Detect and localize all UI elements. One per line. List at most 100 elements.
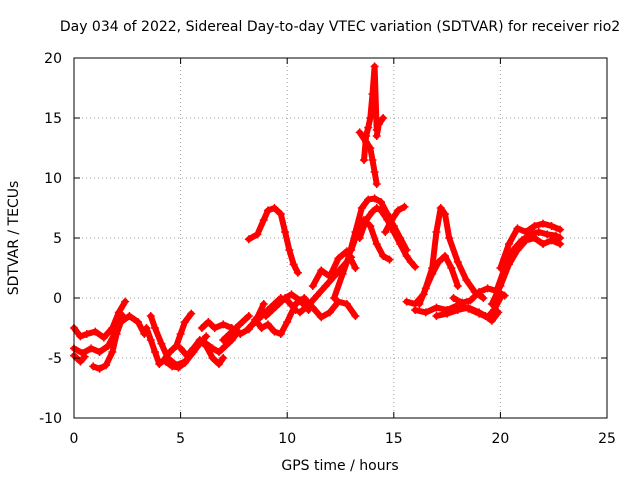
y-tick-label: 20 bbox=[44, 51, 62, 67]
data-point bbox=[157, 339, 166, 348]
data-point bbox=[251, 315, 260, 324]
data-point bbox=[121, 297, 130, 306]
data-point bbox=[551, 231, 560, 240]
x-tick-label: 0 bbox=[70, 431, 79, 447]
data-point bbox=[372, 180, 381, 188]
chart-title: Day 034 of 2022, Sidereal Day-to-day VTE… bbox=[60, 19, 620, 35]
data-point bbox=[274, 300, 283, 308]
data-point bbox=[466, 296, 475, 305]
data-point bbox=[293, 268, 302, 277]
data-point bbox=[99, 333, 108, 342]
data-point bbox=[225, 330, 234, 338]
data-point bbox=[479, 294, 488, 302]
data-point bbox=[300, 294, 309, 302]
data-point bbox=[396, 240, 405, 248]
data-point bbox=[276, 330, 285, 338]
data-point bbox=[453, 306, 462, 314]
data-point bbox=[76, 332, 85, 341]
data-point bbox=[176, 330, 185, 338]
data-point bbox=[161, 357, 170, 366]
data-point bbox=[513, 224, 522, 233]
data-point bbox=[174, 363, 183, 372]
x-tick-label: 20 bbox=[491, 431, 509, 447]
data-point bbox=[372, 240, 381, 248]
data-point bbox=[146, 312, 155, 320]
data-point bbox=[475, 288, 484, 296]
data-point bbox=[379, 252, 388, 260]
series-line bbox=[382, 203, 408, 235]
data-point bbox=[521, 228, 530, 236]
data-point bbox=[377, 198, 386, 206]
data-point bbox=[325, 308, 334, 317]
data-point bbox=[281, 294, 290, 302]
data-point bbox=[370, 194, 379, 203]
data-point bbox=[119, 312, 128, 320]
data-point bbox=[281, 228, 290, 236]
data-point bbox=[421, 308, 430, 317]
data-point bbox=[155, 360, 164, 368]
data-point bbox=[342, 300, 351, 308]
data-point bbox=[80, 352, 89, 361]
data-point bbox=[487, 316, 496, 325]
data-point bbox=[221, 342, 230, 350]
data-point bbox=[445, 234, 454, 242]
data-point bbox=[500, 291, 509, 300]
data-point bbox=[189, 344, 198, 353]
data-point bbox=[362, 138, 371, 146]
data-series bbox=[70, 62, 565, 373]
data-point bbox=[291, 300, 300, 308]
series-track-w bbox=[359, 62, 381, 164]
series-line bbox=[71, 313, 148, 357]
data-point bbox=[372, 204, 381, 212]
data-point bbox=[421, 284, 430, 293]
y-tick-label: 15 bbox=[44, 111, 62, 127]
data-point bbox=[481, 312, 490, 320]
data-point bbox=[197, 324, 206, 332]
data-point bbox=[406, 258, 415, 266]
data-point bbox=[257, 324, 266, 332]
data-point bbox=[304, 301, 313, 310]
data-point bbox=[268, 306, 277, 314]
data-point bbox=[534, 228, 543, 236]
data-point bbox=[101, 361, 110, 370]
data-point bbox=[458, 298, 467, 307]
data-point bbox=[539, 219, 548, 228]
data-point bbox=[453, 282, 462, 290]
data-point bbox=[440, 252, 449, 260]
series-track-k bbox=[219, 312, 253, 344]
data-point bbox=[195, 336, 204, 344]
data-point bbox=[210, 324, 219, 332]
series-track-p bbox=[291, 294, 360, 322]
axis-ticks: 0 5 10 15 20 25 -10 -5 0 5 10 15 20 bbox=[39, 51, 616, 447]
data-point bbox=[330, 294, 339, 302]
y-tick-label: 10 bbox=[44, 171, 62, 187]
data-point bbox=[295, 308, 304, 317]
data-point bbox=[180, 358, 189, 367]
data-point bbox=[411, 306, 420, 314]
data-point bbox=[462, 276, 471, 284]
y-tick-label: -5 bbox=[48, 351, 62, 367]
data-point bbox=[366, 144, 375, 152]
data-point bbox=[259, 216, 268, 224]
data-point bbox=[95, 364, 104, 373]
data-point bbox=[238, 318, 247, 326]
data-point bbox=[219, 354, 228, 362]
data-point bbox=[368, 90, 377, 98]
data-point bbox=[379, 114, 388, 122]
data-point bbox=[432, 303, 441, 312]
data-point bbox=[180, 318, 189, 326]
data-point bbox=[264, 206, 273, 215]
data-point bbox=[368, 207, 377, 216]
data-point bbox=[285, 246, 294, 254]
y-tick-label: 0 bbox=[53, 291, 62, 307]
data-point bbox=[496, 264, 505, 272]
data-point bbox=[289, 260, 298, 269]
data-point bbox=[313, 291, 322, 300]
data-point bbox=[381, 228, 390, 236]
data-point bbox=[547, 222, 556, 230]
data-point bbox=[232, 324, 241, 332]
data-point bbox=[543, 230, 552, 239]
data-point bbox=[359, 156, 368, 164]
